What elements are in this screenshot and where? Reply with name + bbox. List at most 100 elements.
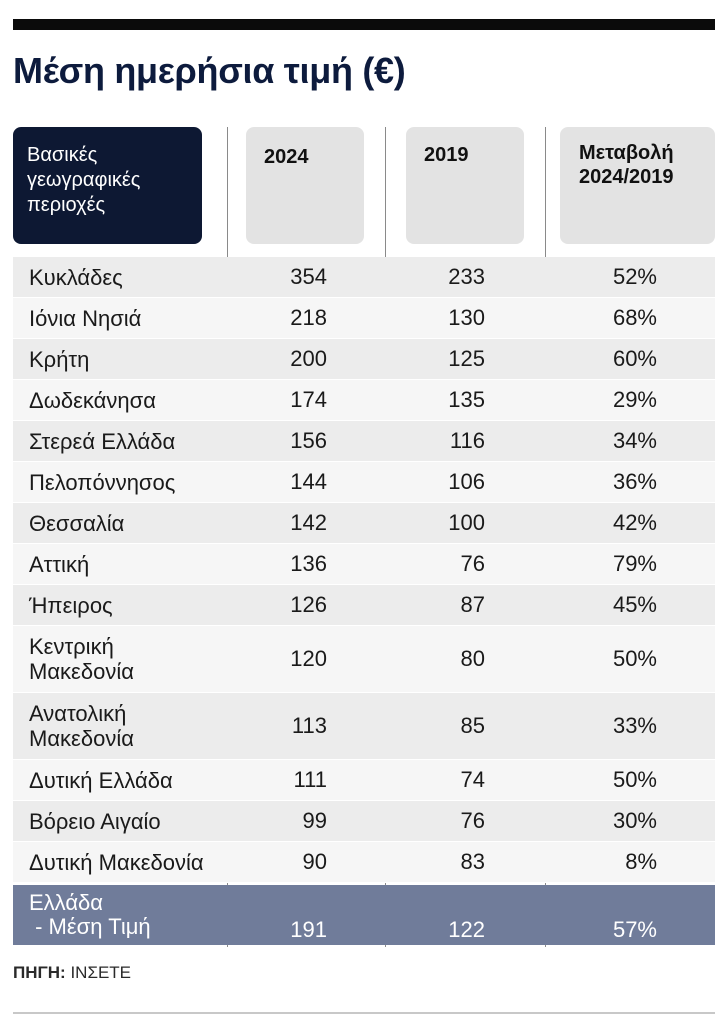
value-2024-cell: 113 bbox=[291, 713, 327, 738]
region-name: Μακεδονία bbox=[29, 726, 134, 751]
table-row: Αττική 136 76 79% bbox=[13, 544, 715, 585]
value-2024-cell: 174 bbox=[290, 387, 327, 412]
change-cell: 36% bbox=[612, 469, 657, 494]
table-row: Ανατολική Μακεδονία 113 85 33% bbox=[13, 693, 715, 760]
change-cell: 30% bbox=[612, 808, 657, 833]
value-2024-cell: 136 bbox=[290, 551, 327, 576]
table-row: Ήπειρος 126 87 45% bbox=[13, 585, 715, 626]
table-row: Στερεά Ελλάδα 156 116 34% bbox=[13, 421, 715, 462]
table-row: Δυτική Ελλάδα 111 74 50% bbox=[13, 760, 715, 801]
change-cell: 8% bbox=[625, 849, 657, 874]
source-note: ΠΗΓΗ: ΙΝΣΕΤΕ bbox=[13, 963, 131, 983]
table-row: Θεσσαλία 142 100 42% bbox=[13, 503, 715, 544]
region-name: Κυκλάδες bbox=[29, 264, 123, 290]
region-name: Ήπειρος bbox=[29, 592, 113, 618]
header-2019: 2019 bbox=[406, 127, 524, 244]
header-change-line: Μεταβολή bbox=[579, 142, 674, 164]
table-row: Πελοπόννησος 144 106 36% bbox=[13, 462, 715, 503]
total-region: Ελλάδα - Μέση Τιμή bbox=[13, 885, 227, 945]
region-cell: Θεσσαλία bbox=[13, 503, 227, 543]
table-row: Δωδεκάνησα 174 135 29% bbox=[13, 380, 715, 421]
region-name: Δυτική Μακεδονία bbox=[29, 849, 204, 875]
table-row: Κυκλάδες 354 233 52% bbox=[13, 257, 715, 298]
region-name: Στερεά Ελλάδα bbox=[29, 428, 176, 454]
region-name: Θεσσαλία bbox=[29, 510, 125, 536]
region-cell: Ανατολική Μακεδονία bbox=[13, 693, 227, 759]
header-change-line: 2024/2019 bbox=[579, 166, 674, 188]
region-name: Μακεδονία bbox=[29, 659, 134, 684]
price-table: Βασικές γεωγραφικές περιοχές 2024 2019 Μ… bbox=[13, 127, 715, 947]
value-2019-cell: 106 bbox=[448, 469, 485, 494]
header-region-line: γεωγραφικές bbox=[27, 169, 141, 191]
region-cell: Ιόνια Νησιά bbox=[13, 298, 227, 338]
value-2019-cell: 80 bbox=[460, 646, 485, 671]
top-rule bbox=[13, 19, 715, 30]
header-region-line: περιοχές bbox=[27, 194, 106, 216]
region-cell: Δυτική Ελλάδα bbox=[13, 760, 227, 800]
value-2019-cell: 76 bbox=[460, 551, 485, 576]
header-2024: 2024 bbox=[246, 127, 364, 244]
region-cell: Αττική bbox=[13, 544, 227, 584]
value-2024-cell: 142 bbox=[290, 510, 327, 535]
header-change: Μεταβολή 2024/2019 bbox=[560, 127, 715, 244]
bottom-rule bbox=[13, 1012, 715, 1014]
total-row: Ελλάδα - Μέση Τιμή 191 122 57% bbox=[13, 885, 715, 945]
table-row: Βόρειο Αιγαίο 99 76 30% bbox=[13, 801, 715, 842]
region-cell: Βόρειο Αιγαίο bbox=[13, 801, 227, 841]
change-cell: 50% bbox=[612, 767, 657, 792]
value-2019-cell: 116 bbox=[449, 428, 485, 453]
region-name: Βόρειο Αιγαίο bbox=[29, 808, 161, 834]
header-2019-label: 2019 bbox=[424, 144, 469, 166]
region-name: Δωδεκάνησα bbox=[29, 387, 156, 413]
table-row: Κεντρική Μακεδονία 120 80 50% bbox=[13, 626, 715, 693]
value-2019-cell: 87 bbox=[460, 592, 485, 617]
total-change: 57% bbox=[612, 917, 657, 942]
region-name: Κεντρική bbox=[29, 634, 114, 659]
table-row: Ιόνια Νησιά 218 130 68% bbox=[13, 298, 715, 339]
region-cell: Δυτική Μακεδονία bbox=[13, 842, 227, 882]
header-2024-label: 2024 bbox=[264, 146, 309, 168]
change-cell: 34% bbox=[612, 428, 657, 453]
region-cell: Δωδεκάνησα bbox=[13, 380, 227, 420]
value-2024-cell: 120 bbox=[290, 646, 327, 671]
change-cell: 60% bbox=[612, 346, 657, 371]
region-cell: Κυκλάδες bbox=[13, 257, 227, 297]
region-name: Δυτική Ελλάδα bbox=[29, 767, 173, 793]
change-cell: 68% bbox=[612, 305, 657, 330]
header-region-line: Βασικές bbox=[27, 144, 98, 166]
table-row: Κρήτη 200 125 60% bbox=[13, 339, 715, 380]
value-2024-cell: 126 bbox=[290, 592, 327, 617]
region-name: Αττική bbox=[29, 551, 90, 577]
total-region-line: Ελλάδα bbox=[29, 890, 104, 915]
change-cell: 45% bbox=[612, 592, 657, 617]
change-cell: 29% bbox=[612, 387, 657, 412]
region-cell: Ήπειρος bbox=[13, 585, 227, 625]
value-2024-cell: 111 bbox=[293, 767, 327, 792]
change-cell: 50% bbox=[612, 646, 657, 671]
value-2024-cell: 200 bbox=[290, 346, 327, 371]
change-cell: 42% bbox=[612, 510, 657, 535]
change-cell: 79% bbox=[612, 551, 657, 576]
value-2019-cell: 233 bbox=[448, 264, 485, 289]
value-2024-cell: 90 bbox=[302, 849, 327, 874]
region-cell: Πελοπόννησος bbox=[13, 462, 227, 502]
value-2024-cell: 144 bbox=[290, 469, 327, 494]
value-2019-cell: 125 bbox=[448, 346, 485, 371]
region-name: Κρήτη bbox=[29, 346, 90, 372]
value-2024-cell: 354 bbox=[290, 264, 327, 289]
region-cell: Κρήτη bbox=[13, 339, 227, 379]
value-2024-cell: 156 bbox=[290, 428, 327, 453]
total-2024: 191 bbox=[290, 917, 327, 942]
source-value: ΙΝΣΕΤΕ bbox=[70, 963, 132, 982]
value-2019-cell: 85 bbox=[460, 713, 485, 738]
value-2019-cell: 76 bbox=[460, 808, 485, 833]
value-2019-cell: 135 bbox=[448, 387, 485, 412]
region-name: Ιόνια Νησιά bbox=[29, 305, 142, 331]
header-region: Βασικές γεωγραφικές περιοχές bbox=[13, 127, 202, 244]
change-cell: 33% bbox=[612, 713, 657, 738]
value-2024-cell: 218 bbox=[290, 305, 327, 330]
region-cell: Κεντρική Μακεδονία bbox=[13, 626, 227, 692]
value-2019-cell: 74 bbox=[460, 767, 485, 792]
region-name: Πελοπόννησος bbox=[29, 469, 176, 495]
value-2019-cell: 100 bbox=[448, 510, 485, 535]
